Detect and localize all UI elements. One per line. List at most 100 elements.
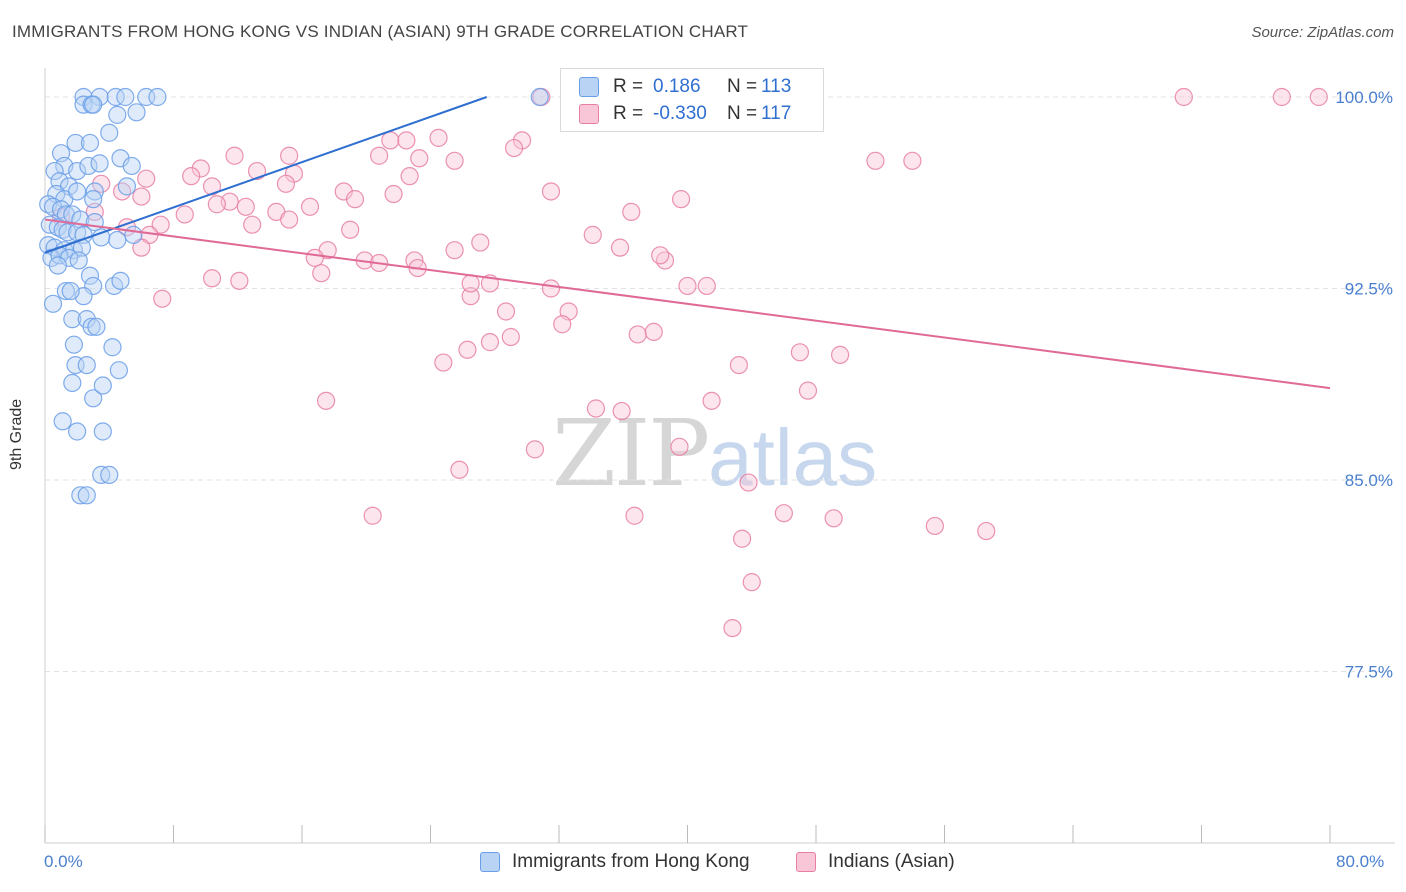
indians-point [625, 506, 644, 525]
hongkong-point [64, 335, 84, 354]
indians-point [445, 151, 464, 170]
hongkong-point [48, 256, 67, 275]
hongkong-point [100, 123, 119, 142]
indians-point [471, 233, 490, 252]
indians-point [137, 169, 156, 188]
indians-point [504, 138, 524, 158]
legend-n-label: N = [727, 76, 758, 97]
hongkong-point [85, 182, 104, 201]
indians-point [312, 264, 331, 283]
hongkong-point [80, 133, 100, 153]
indians-point [384, 184, 403, 204]
indians-point [397, 131, 416, 150]
indians-point [866, 151, 885, 170]
indians-point [697, 276, 716, 296]
watermark: ZIPatlas [552, 400, 877, 507]
hongkong-point [69, 251, 88, 270]
hongkong-point [61, 281, 80, 301]
indians-point [824, 509, 843, 528]
indians-point [830, 345, 850, 364]
hongkong-point [530, 87, 549, 107]
indians-point [977, 521, 996, 541]
hongkong-point [82, 317, 101, 336]
indians-point [230, 271, 249, 290]
hongkong-point [124, 225, 143, 244]
hongkong-point [84, 95, 103, 114]
hongkong-point [117, 177, 137, 196]
indians-point [1309, 87, 1328, 107]
hongkong-point [56, 281, 75, 301]
indians-point [583, 225, 602, 244]
indians-point [644, 322, 663, 342]
hongkong-point [108, 230, 127, 250]
x-tick-min: 0.0% [44, 852, 83, 871]
indians-point [925, 516, 944, 536]
indians-point [655, 251, 675, 270]
y-tick-label: 85.0% [1345, 471, 1393, 490]
hongkong-point [63, 310, 82, 329]
legend-row-hongkong: R = 0.186 N = 113 [579, 75, 791, 99]
hongkong-point [71, 486, 90, 505]
indians-point [541, 182, 561, 201]
indians-point [112, 182, 132, 201]
grid-lines [45, 96, 1395, 672]
watermark-atlas: atlas [708, 413, 878, 502]
indians-point [450, 460, 469, 479]
indians-point [434, 353, 453, 372]
hongkong-point [51, 200, 71, 219]
indians-point [586, 399, 606, 418]
indians-point [610, 238, 630, 257]
indians-point [671, 190, 691, 209]
hongkong-point [87, 317, 106, 336]
indians-point [480, 333, 500, 352]
indians-point [153, 289, 172, 308]
indians-point [678, 276, 697, 296]
hongkong-point [77, 486, 96, 505]
indians-point [622, 202, 641, 221]
indians-point [341, 220, 360, 239]
indians-point [553, 315, 572, 334]
indians-point [316, 391, 336, 410]
hongkong-point [122, 156, 141, 176]
indians-point [1272, 87, 1291, 107]
bottom-legend-swatch-indians [796, 852, 816, 872]
chart-title: IMMIGRANTS FROM HONG KONG VS INDIAN (ASI… [12, 22, 749, 41]
indians-point [612, 401, 631, 421]
legend-r-value-hongkong: 0.186 [653, 76, 701, 97]
y-tick-label: 92.5% [1345, 280, 1393, 299]
y-tick-labels: 100.0% 92.5% 85.0% 77.5% [1335, 88, 1393, 682]
indians-point [305, 248, 324, 267]
y-axis-label: 9th Grade [8, 398, 25, 470]
indians-point [400, 167, 419, 186]
hongkong-point [79, 156, 98, 176]
indians-point [1174, 87, 1193, 107]
hongkong-point [84, 190, 103, 209]
hongkong-point [148, 87, 167, 107]
indians-point [790, 343, 810, 362]
indians-point [175, 205, 194, 224]
hongkong-point [106, 87, 125, 107]
indians-point [225, 146, 244, 165]
hongkong-point [111, 271, 130, 290]
axes [44, 68, 1395, 844]
y-tick-label: 77.5% [1345, 663, 1393, 682]
indians-point [363, 506, 382, 525]
bottom-legend-hongkong: Immigrants from Hong Kong [480, 851, 750, 873]
bottom-legend-label-indians: Indians (Asian) [828, 851, 955, 872]
indians-point [276, 174, 296, 193]
hongkong-point [84, 389, 103, 408]
trend-line-indians [44, 218, 1331, 390]
indians-point [243, 215, 262, 234]
indians-point [410, 149, 429, 168]
trend-line-hongkong [44, 96, 488, 254]
legend-swatch-hongkong [579, 77, 599, 97]
indians-point [182, 167, 201, 186]
indians-point [742, 573, 761, 592]
hongkong-point [48, 218, 67, 237]
indians-point [461, 274, 480, 293]
hongkong-point [93, 376, 112, 395]
indians-point [723, 618, 742, 638]
series-hongkong-points [39, 87, 549, 505]
indians-point [445, 241, 464, 260]
